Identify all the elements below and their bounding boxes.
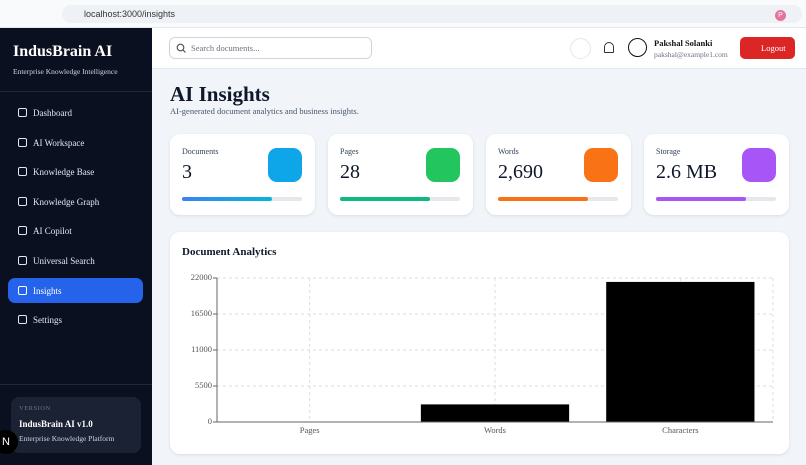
chart: 0 5500 11000 16500 22000 Pages Words Characters — [191, 272, 774, 435]
stat-label: Storage — [656, 147, 681, 156]
nav-item[interactable]: Settings — [8, 307, 143, 332]
address-bar[interactable] — [62, 5, 802, 23]
stat-card: Pages 28 — [328, 134, 473, 215]
stat-value: 2,690 — [498, 161, 543, 183]
user-email: pakshal@example1.com — [654, 50, 728, 59]
nav-label: Universal Search — [33, 255, 95, 266]
profile[interactable]: P — [775, 10, 786, 21]
search-icon — [176, 43, 186, 53]
nav-item[interactable]: Knowledge Base — [8, 159, 143, 184]
nav-item[interactable]: AI Workspace — [8, 130, 143, 155]
notifications[interactable] — [604, 42, 614, 53]
stat-icon — [268, 148, 302, 182]
progress — [498, 197, 618, 201]
version-sub: Enterprise Knowledge Platform — [19, 434, 115, 443]
bar — [420, 404, 570, 422]
version-label: VERSION — [19, 405, 51, 412]
nav-label: AI Workspace — [33, 137, 85, 148]
nav-label: Settings — [33, 314, 63, 325]
avatar[interactable] — [628, 38, 647, 57]
stat-card: Storage 2.6 MB — [644, 134, 789, 215]
progress — [182, 197, 302, 201]
chart-card: Document Analytics 0 5500 11000 16500 22000 P… — [170, 232, 789, 454]
x-tick-label: Characters — [662, 425, 698, 435]
stat-card: Documents 3 — [170, 134, 315, 215]
tagline: Enterprise Knowledge Intelligence — [13, 67, 118, 76]
stat-icon — [742, 148, 776, 182]
nav-label: AI Copilot — [33, 225, 72, 236]
search-placeholder: Search documents... — [191, 43, 260, 53]
next-badge[interactable]: N — [0, 430, 18, 454]
version-box: VERSION IndusBrain AI v1.0 Enterprise Kn… — [11, 397, 141, 453]
stat-value: 28 — [340, 161, 360, 183]
logout-label: Logout — [761, 43, 786, 53]
nav-item[interactable]: Dashboard — [8, 100, 143, 125]
x-tick-label: Words — [484, 425, 506, 435]
divider — [0, 91, 152, 92]
theme-toggle[interactable] — [570, 38, 591, 59]
nav-label: Knowledge Base — [33, 166, 95, 177]
bar — [606, 281, 755, 422]
browser-bar: localhost:3000/insights P — [0, 0, 806, 28]
url: localhost:3000/insights — [84, 9, 176, 19]
progress — [340, 197, 460, 201]
stat-icon — [426, 148, 460, 182]
y-tick-label: 0 — [208, 416, 212, 426]
y-tick-label: 16500 — [191, 308, 212, 318]
version: IndusBrain AI v1.0 — [19, 419, 93, 429]
nav-item[interactable]: Knowledge Graph — [8, 189, 143, 214]
y-tick-label: 5500 — [195, 380, 212, 390]
logout-button[interactable]: Logout — [740, 37, 795, 59]
x-tick-label: Pages — [300, 425, 320, 435]
stat-label: Pages — [340, 147, 359, 156]
user-name: Pakshal Solanki — [654, 38, 713, 48]
nav-label: Knowledge Graph — [33, 196, 100, 207]
y-tick-label: 22000 — [191, 272, 212, 282]
stat-card: Words 2,690 — [486, 134, 631, 215]
brand: IndusBrain AI — [13, 43, 113, 60]
header: Search documents... Pakshal Solanki paks… — [152, 28, 806, 69]
stat-icon — [584, 148, 618, 182]
nav-item[interactable]: Insights — [8, 278, 143, 303]
stat-value: 3 — [182, 161, 192, 183]
divider — [0, 384, 152, 385]
stat-value: 2.6 MB — [656, 161, 718, 183]
page-title: AI Insights — [170, 82, 270, 106]
y-tick-label: 11000 — [191, 344, 212, 354]
sidebar: IndusBrain AI Enterprise Knowledge Intel… — [0, 28, 152, 465]
stat-label: Documents — [182, 147, 219, 156]
nav-label: Dashboard — [33, 107, 72, 118]
chart-title: Document Analytics — [182, 246, 277, 258]
nav-item[interactable]: AI Copilot — [8, 218, 143, 243]
page-subtitle: AI-generated document analytics and busi… — [170, 106, 359, 116]
nav-label: Insights — [33, 285, 62, 296]
stat-label: Words — [498, 147, 519, 156]
search-box[interactable]: Search documents... — [169, 37, 372, 59]
progress — [656, 197, 776, 201]
nav-item[interactable]: Universal Search — [8, 248, 143, 273]
